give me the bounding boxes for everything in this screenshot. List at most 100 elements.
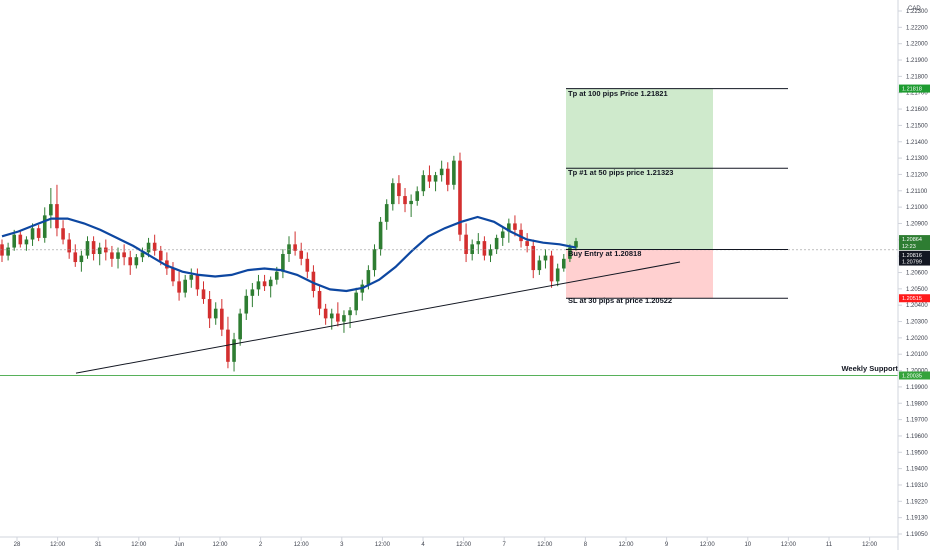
candle-body xyxy=(274,271,279,280)
candle-body xyxy=(256,281,261,290)
price-tick-label: 1.21400 xyxy=(906,140,928,146)
price-badge: 1.20864 xyxy=(899,235,930,244)
price-badge: 12:23 xyxy=(899,242,930,251)
time-tick-label: 12:00 xyxy=(862,542,878,548)
candle-body xyxy=(293,244,297,251)
candle-body xyxy=(537,260,542,271)
price-tick-label: 1.21700 xyxy=(906,91,928,97)
price-tick-label: 1.19050 xyxy=(906,532,928,538)
sl-annotation: SL at 30 pips at price 1.20522 xyxy=(568,296,672,305)
candle-body xyxy=(397,183,401,197)
moving-average-line xyxy=(1,215,577,293)
candle-body xyxy=(152,242,157,251)
candle-body xyxy=(305,258,310,272)
candle-body xyxy=(213,308,218,319)
candle-body xyxy=(531,245,536,271)
time-tick-label: 10 xyxy=(744,542,751,548)
price-tick-label: 1.20600 xyxy=(906,271,928,277)
candle-body xyxy=(6,247,10,256)
candle-body xyxy=(226,329,230,362)
profit-zone[interactable] xyxy=(566,88,713,250)
time-tick-label: 12:00 xyxy=(212,542,228,548)
price-tick-label: 1.20200 xyxy=(906,336,928,342)
price-tick-label: 1.20900 xyxy=(906,221,928,227)
candle-body xyxy=(488,249,493,256)
candle-body xyxy=(195,274,200,290)
price-badge: 1.20515 xyxy=(899,294,930,303)
price-badge-label: 1.20816 xyxy=(902,253,922,259)
time-tick-label: 28 xyxy=(14,542,21,548)
price-badge-bg xyxy=(899,250,930,259)
price-tick-label: 1.22000 xyxy=(906,42,928,48)
candle-body xyxy=(61,228,65,240)
candle-body xyxy=(122,252,126,258)
price-tick-label: 1.19700 xyxy=(906,418,928,424)
price-tick-label: 1.21100 xyxy=(906,189,928,195)
candle-body xyxy=(482,241,487,256)
price-tick-label: 1.20500 xyxy=(906,287,928,293)
candle-body xyxy=(513,223,517,230)
candle-body xyxy=(128,257,133,266)
price-tick-label: 1.19800 xyxy=(906,401,928,407)
time-tick-label: 3 xyxy=(340,542,344,548)
time-tick-label: 2 xyxy=(259,542,263,548)
candle-body xyxy=(30,228,35,240)
price-tick-label: 1.19310 xyxy=(906,483,928,489)
candle-body xyxy=(317,291,322,309)
candle-body xyxy=(12,234,17,248)
time-tick-label: 9 xyxy=(665,542,669,548)
candle-body xyxy=(323,308,328,319)
candle-body xyxy=(24,239,29,245)
time-axis[interactable]: 28 12:00 31 12:00 Jun 12:00 2 12:00 3 12:00 4 12:00… xyxy=(14,537,878,548)
price-badge-bg xyxy=(899,257,930,266)
price-badge-label: 1.20799 xyxy=(902,260,922,266)
price-tick-label: 1.20100 xyxy=(906,352,928,358)
candle-body xyxy=(384,204,389,222)
price-tick-label: 1.21500 xyxy=(906,123,928,129)
price-tick-label: 1.19130 xyxy=(906,516,928,522)
time-tick-label: 12:00 xyxy=(131,542,147,548)
price-tick-label: 1.21000 xyxy=(906,205,928,211)
candle-body xyxy=(165,260,169,269)
candle-body xyxy=(445,168,450,185)
candle-body xyxy=(146,242,151,253)
price-tick-label: 1.21800 xyxy=(906,74,928,80)
candle-body xyxy=(244,295,249,314)
candlestick-series xyxy=(0,152,578,372)
candle-body xyxy=(207,299,212,319)
candle-body xyxy=(281,253,285,272)
candle-body xyxy=(409,200,413,205)
loss-zone[interactable] xyxy=(566,249,713,299)
candle-body xyxy=(342,315,346,322)
time-tick-label: 31 xyxy=(95,542,102,548)
candle-body xyxy=(549,255,554,282)
candle-body xyxy=(415,191,420,201)
entry-annotation: Buy Entry at 1.20818 xyxy=(568,249,641,258)
time-tick-label: 11 xyxy=(826,542,833,548)
candle-body xyxy=(354,292,358,311)
price-badge: 1.20799 xyxy=(899,257,930,266)
price-badge-bg xyxy=(899,294,930,303)
candle-body xyxy=(116,252,120,259)
candle-body xyxy=(73,252,78,263)
candle-body xyxy=(140,252,145,258)
candle-body xyxy=(458,160,462,235)
candle-body xyxy=(555,268,560,282)
candle-body xyxy=(201,289,206,300)
candle-body xyxy=(287,244,291,254)
candle-body xyxy=(378,221,383,250)
price-badge-label: 1.21818 xyxy=(902,87,922,93)
time-tick-label: 4 xyxy=(421,542,425,548)
price-badge-label: 1.20035 xyxy=(902,373,922,379)
price-badge: 1.20035 xyxy=(899,371,930,380)
price-badge-bg xyxy=(899,84,930,93)
candle-body xyxy=(311,271,316,292)
time-tick-label: 8 xyxy=(584,542,588,548)
trendline[interactable] xyxy=(75,261,681,374)
tp-annotation: Tp at 100 pips Price 1.21821 xyxy=(568,89,668,98)
tp1-annotation: Tp #1 at 50 pips price 1.21323 xyxy=(568,168,673,177)
price-badge-bg xyxy=(899,242,930,251)
candle-body xyxy=(464,234,468,254)
